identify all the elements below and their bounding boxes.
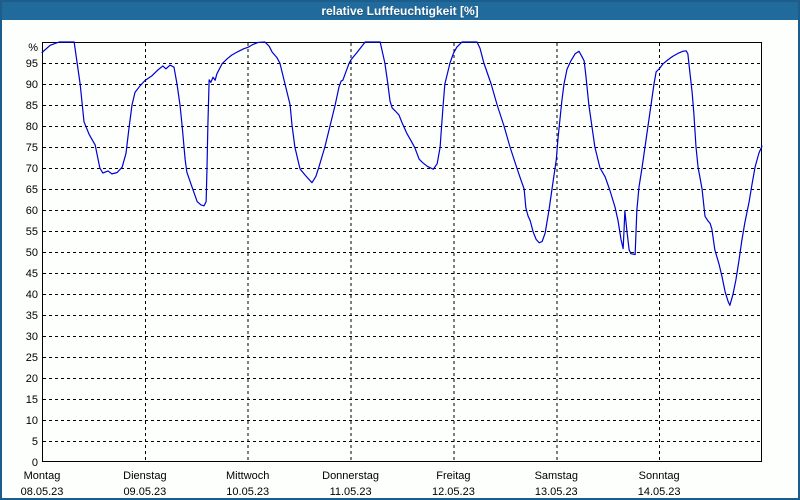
y-tick-label: 55 [26,226,38,238]
x-date-label: 11.05.23 [330,486,372,498]
x-day-label: Dienstag [123,470,166,482]
humidity-series-line [41,41,763,306]
x-day-label: Freitag [436,470,470,482]
y-axis-labels: 0 5 10 15 20 25 30 35 40 45 50 55 60 65 70 75 80 85 90 95% [26,42,38,469]
y-tick-label: 20 [26,373,38,385]
y-tick-label: 65 [26,184,38,196]
x-axis-labels: Montag 08.05.23 Dienstag 09.05.23 Mittwoch 10… [21,470,681,498]
y-tick-label: 70 [26,163,38,175]
y-tick-label: 15 [26,394,38,406]
x-day-label: Samstag [535,470,578,482]
y-tick-label: 40 [26,289,38,301]
x-day-label: Sonntag [639,470,680,482]
y-tick-label: 60 [26,205,38,217]
x-gridlines [144,43,661,461]
y-tick-label: 35 [26,310,38,322]
y-tick-label: 85 [26,100,38,112]
x-date-label: 13.05.23 [535,486,578,498]
chart-titlebar: relative Luftfeuchtigkeit [%] [2,2,798,20]
y-tick-label: 30 [26,331,38,343]
x-date-label: 10.05.23 [226,486,269,498]
y-tick-label: 25 [26,352,38,364]
chart-title: relative Luftfeuchtigkeit [%] [321,4,479,18]
plot-frame [42,42,762,462]
x-date-label: 14.05.23 [638,486,681,498]
y-tick-label: 90 [26,79,38,91]
y-axis-unit-label: % [28,42,38,54]
x-date-label: 09.05.23 [123,486,166,498]
x-day-label: Mittwoch [226,470,269,482]
x-day-label: Montag [24,470,61,482]
x-day-label: Donnerstag [322,470,379,482]
x-date-label: 08.05.23 [21,486,64,498]
y-tick-label: 0 [32,457,38,469]
y-tick-label: 95 [26,58,38,70]
y-tick-label: 80 [26,121,38,133]
x-date-label: 12.05.23 [432,486,475,498]
y-gridlines [43,63,761,442]
y-tick-label: 50 [26,247,38,259]
y-tick-label: 5 [32,436,38,448]
y-tick-label: 75 [26,142,38,154]
y-tick-label: 45 [26,268,38,280]
y-tick-label: 10 [26,415,38,427]
